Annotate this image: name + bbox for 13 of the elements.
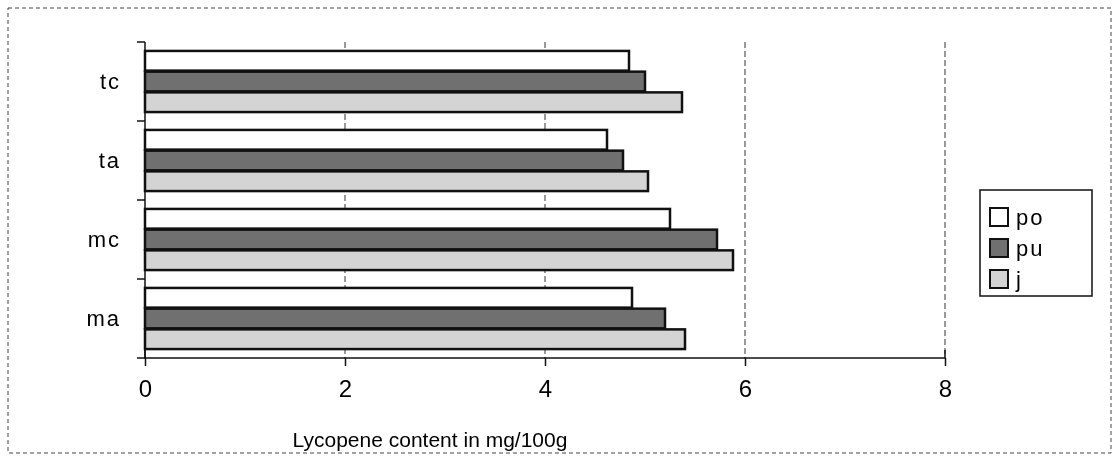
x-tick-label: 8	[938, 375, 953, 403]
x-axis-title: Lycopene content in mg/100g	[292, 428, 568, 451]
y-tick-label: ma	[86, 306, 121, 332]
legend-label: pu	[1016, 235, 1045, 261]
x-tick-label: 2	[338, 375, 353, 403]
legend-label: po	[1016, 204, 1045, 230]
y-tick-label: tc	[99, 69, 121, 95]
legend-label: j	[1015, 266, 1023, 292]
y-tick-label: mc	[87, 227, 121, 253]
x-tick-label: 0	[138, 375, 153, 403]
x-tick-label: 4	[538, 375, 553, 403]
y-tick-label: ta	[98, 148, 121, 174]
x-tick-label: 6	[738, 375, 753, 403]
